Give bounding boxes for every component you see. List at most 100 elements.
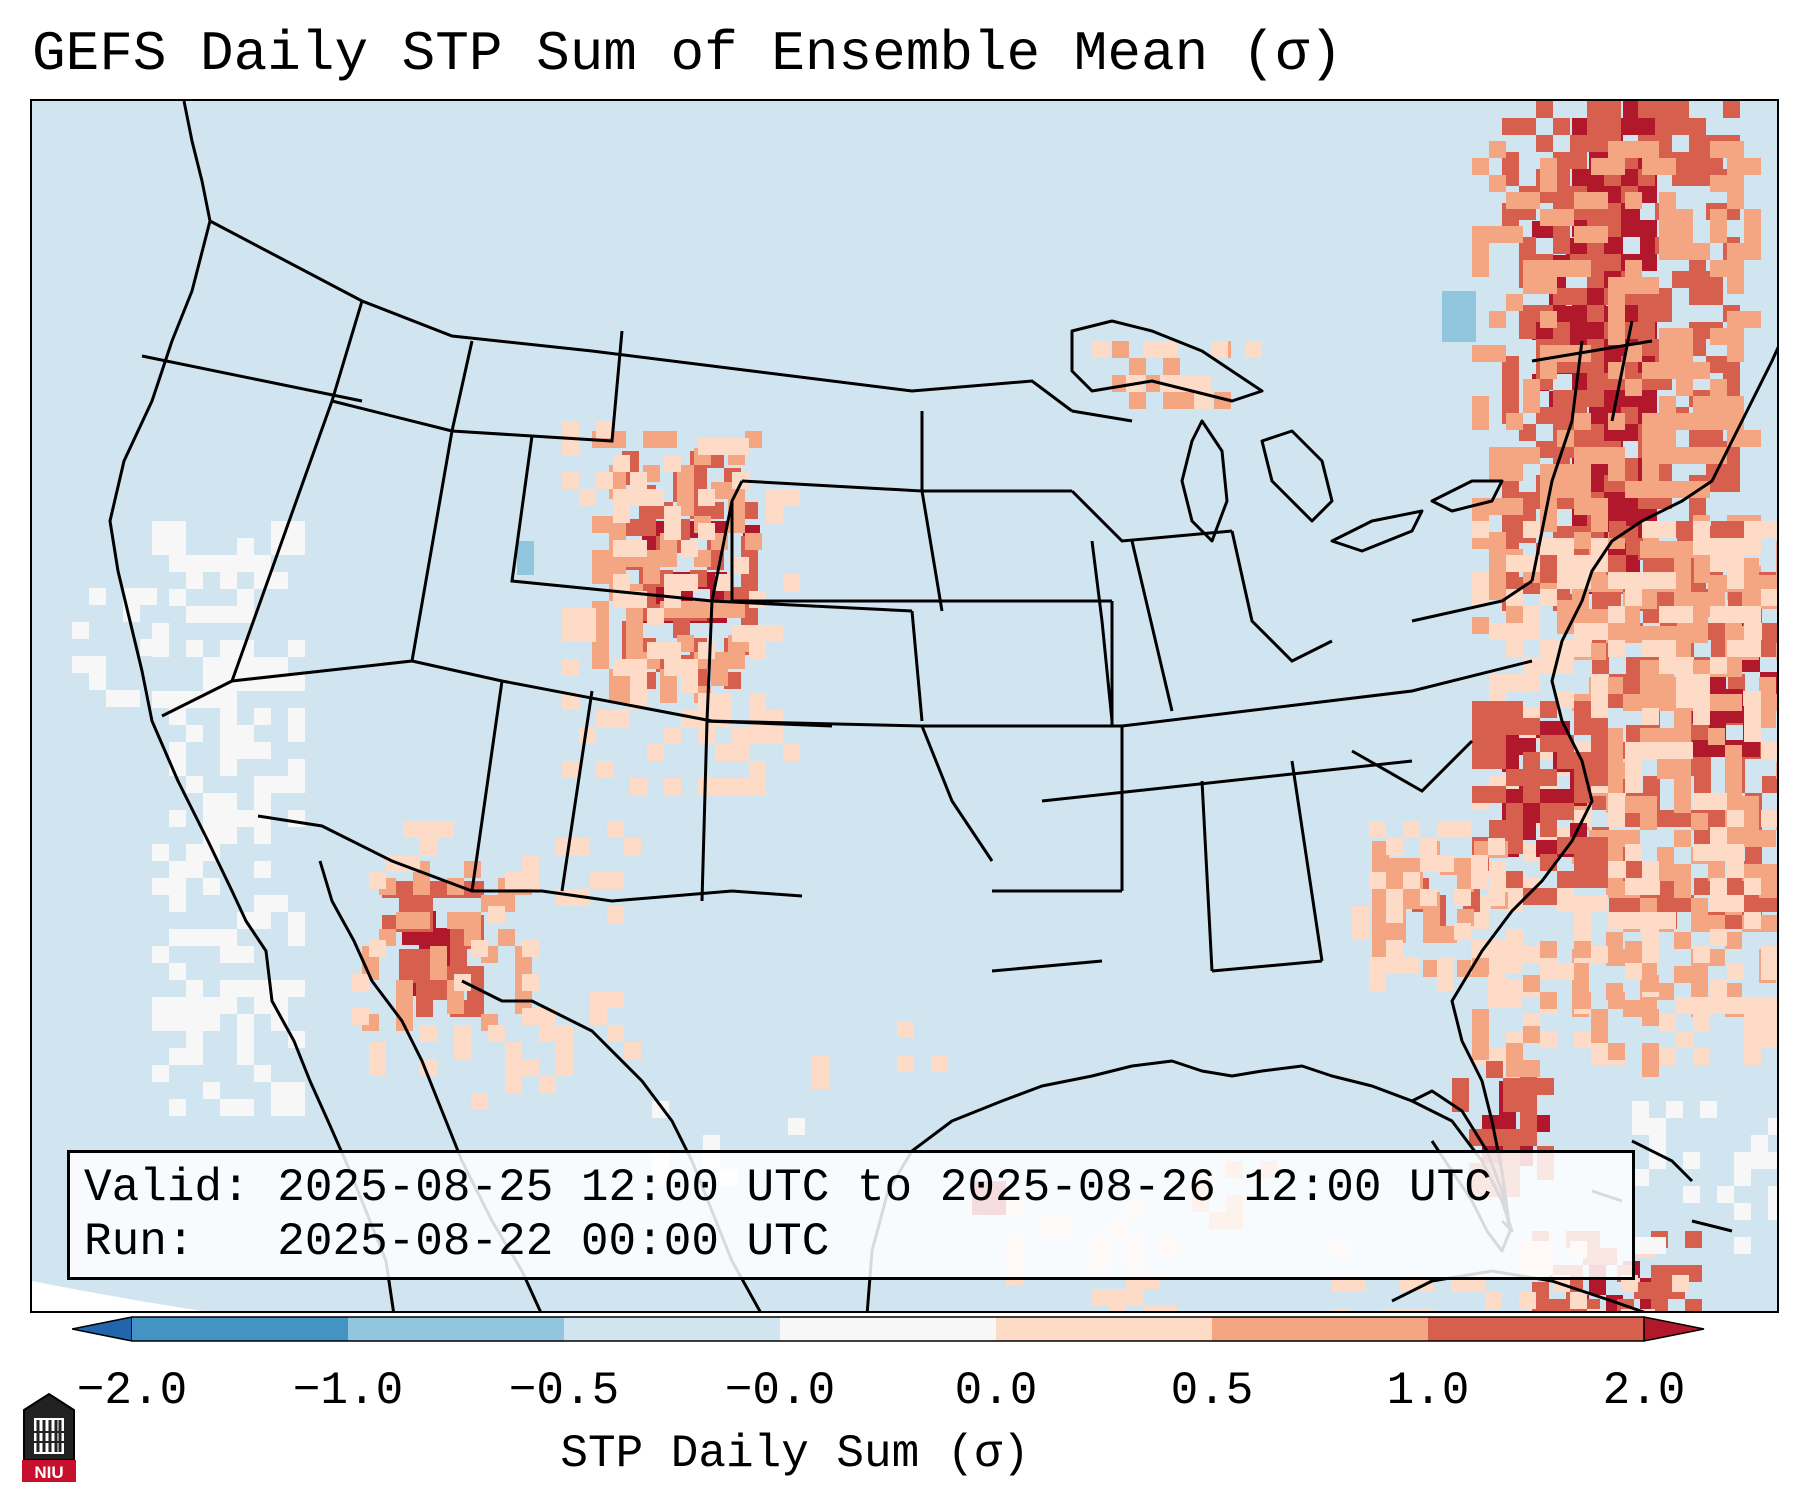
stp-cell (897, 1055, 914, 1072)
stp-cell (89, 656, 106, 673)
stp-cell (1625, 844, 1642, 861)
stp-cell (596, 421, 613, 438)
stp-cell (1655, 135, 1672, 152)
stp-cell (1761, 742, 1777, 759)
stp-cell (1489, 226, 1506, 243)
stp-cell (643, 465, 660, 482)
colorbar-tick-label: 1.0 (1386, 1365, 1470, 1417)
stp-cell (1506, 192, 1523, 209)
stp-cell (1472, 617, 1489, 634)
stp-cell (522, 1059, 539, 1076)
stp-cell (1591, 674, 1608, 691)
stp-cell (1659, 640, 1676, 657)
stp-cell (1642, 521, 1659, 538)
stp-cell (1632, 1237, 1649, 1254)
stp-cell (715, 693, 732, 710)
stp-cell (369, 872, 386, 889)
stp-cell (1389, 875, 1406, 892)
stp-cell (626, 618, 643, 635)
stp-cell (1778, 861, 1779, 878)
stp-cell (681, 659, 698, 676)
stp-cell (1536, 135, 1553, 152)
stp-cell (1194, 392, 1211, 409)
stp-cell (630, 489, 647, 506)
stp-cell (630, 676, 647, 693)
stp-cell (1352, 906, 1369, 923)
stp-cell (1540, 888, 1557, 905)
stp-cell (1745, 895, 1762, 912)
stp-cell (1710, 413, 1727, 430)
stp-cell (1691, 592, 1708, 609)
stp-cell (1591, 192, 1608, 209)
stp-cell (1489, 464, 1506, 481)
stp-cell (1759, 677, 1776, 694)
stp-cell (1557, 260, 1574, 277)
stp-cell (1768, 1152, 1777, 1169)
stp-cell (1626, 725, 1643, 742)
stp-cell (1625, 742, 1642, 759)
stp-cell (1744, 1014, 1761, 1031)
stp-cell (1708, 949, 1725, 966)
stp-cell (607, 906, 624, 923)
stp-cell (1657, 864, 1674, 881)
stp-cell (1768, 1203, 1777, 1220)
stp-cell (1694, 759, 1711, 776)
stp-cell (1489, 752, 1506, 769)
stp-cell (1505, 957, 1522, 974)
stp-cell (590, 872, 607, 889)
stp-cell (1472, 226, 1489, 243)
stp-cell (1574, 532, 1591, 549)
stp-cell (1557, 871, 1574, 888)
stp-cell (1369, 872, 1386, 889)
stp-cell (1674, 592, 1691, 609)
stp-cell (1768, 1186, 1777, 1203)
stp-cell (186, 929, 203, 946)
stp-cell (1761, 521, 1777, 538)
stp-cell (1659, 1048, 1676, 1065)
stp-cell (1660, 810, 1677, 827)
stp-cell (1406, 858, 1423, 875)
stp-cell (1761, 589, 1777, 606)
stp-cell (396, 980, 413, 997)
stp-cell (1386, 838, 1403, 855)
stp-cell (186, 1014, 203, 1031)
stp-cell (698, 642, 715, 659)
stp-cell (681, 574, 698, 591)
stp-cell (1625, 277, 1642, 294)
stp-cell (1606, 949, 1623, 966)
stp-cell (1659, 481, 1676, 498)
stp-cell (1499, 1115, 1516, 1132)
stp-cell (1587, 254, 1604, 271)
stp-cell (1502, 118, 1519, 135)
stp-cell (1649, 1118, 1666, 1135)
stp-cell (169, 589, 186, 606)
stp-cell (89, 588, 106, 605)
stp-cell (1540, 311, 1557, 328)
stp-cell (1700, 1101, 1717, 1118)
stp-cell (522, 1008, 539, 1025)
stp-cell (237, 1031, 254, 1048)
stp-cell (1727, 260, 1744, 277)
stp-cell (1417, 1309, 1434, 1311)
stp-cell (732, 625, 749, 642)
stp-cell (1642, 141, 1659, 158)
stp-cell (1540, 735, 1557, 752)
stp-cell (1536, 840, 1553, 857)
stp-cell (1372, 892, 1389, 909)
stp-cell (1503, 1129, 1520, 1146)
stp-cell (169, 521, 186, 538)
stp-cell (288, 1082, 305, 1099)
stp-cell (1710, 226, 1727, 243)
stp-cell (1623, 509, 1640, 526)
stp-cell (1710, 606, 1727, 623)
stp-cell (1727, 141, 1744, 158)
stp-cell (1776, 881, 1777, 898)
stp-cell (732, 472, 749, 489)
stp-cell (1609, 555, 1626, 572)
stp-cell (1727, 175, 1744, 192)
stp-cell (203, 657, 220, 674)
stp-cell (1640, 898, 1657, 915)
niu-logo: NIU (22, 1392, 76, 1482)
stp-cell (1744, 158, 1761, 175)
stp-cell (1708, 728, 1725, 745)
